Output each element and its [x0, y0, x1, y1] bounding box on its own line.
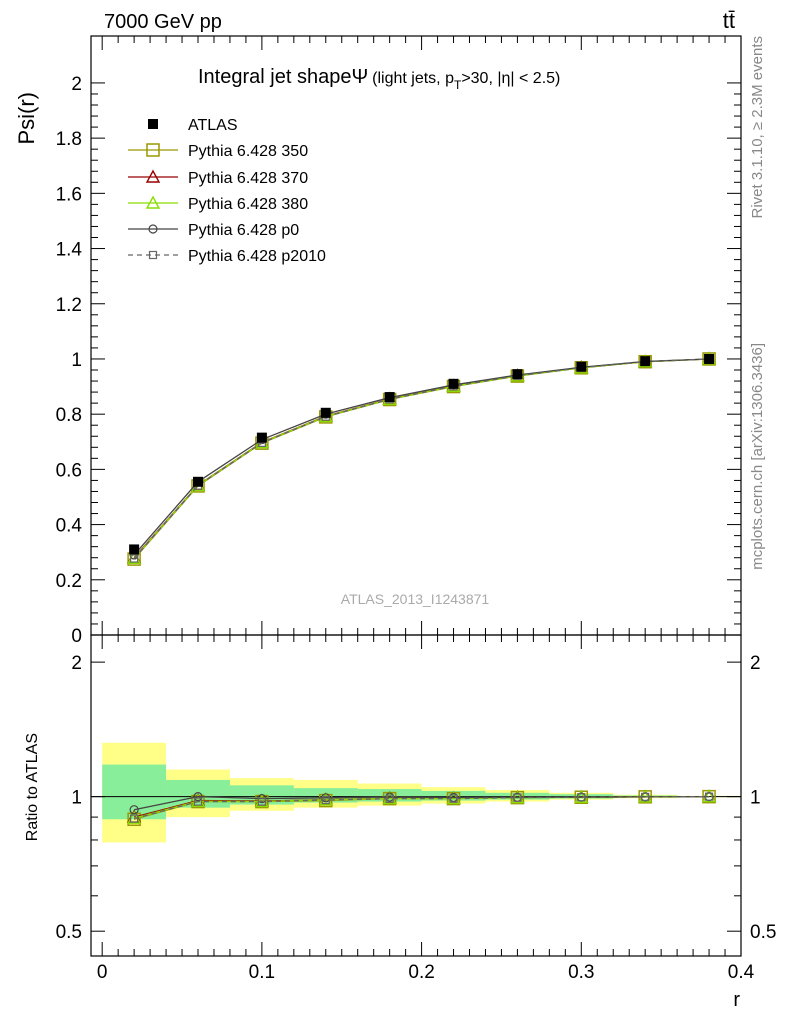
main-series-line [133, 358, 710, 559]
title-detail-sub: T [454, 78, 462, 92]
atlas-point [640, 356, 651, 367]
atlas-point [320, 407, 331, 418]
ratio-xtick-label: 0.2 [408, 962, 434, 983]
ratio-frame [90, 634, 742, 957]
mcplots-label: mcplots.cern.ch [arXiv:1306.3436] [749, 343, 766, 570]
main-ylabel: Psi(r) [14, 92, 39, 145]
atlas-point [512, 369, 523, 380]
main-ytick-label: 1.6 [56, 184, 82, 205]
ratio-point [577, 793, 586, 802]
main-ticks: 0 0.2 0.4 0.6 0.8 1 1.2 1.4 1.6 1.8 2 [56, 36, 742, 647]
ratio-ytick-label-right: 1 [750, 788, 761, 809]
ratio-ticks: 0.5 0.5 1 1 2 2 0 0.1 0.2 0.3 0.4 [56, 635, 776, 983]
ratio-xtick-label: 0.3 [568, 962, 594, 983]
main-ytick-label: 1.8 [56, 129, 82, 150]
header-left: 7000 GeV pp [104, 11, 222, 33]
band-green [421, 790, 486, 801]
atlas-point [576, 361, 587, 372]
ratio-ytick-label: 1 [71, 788, 82, 809]
ratio-xtick-label: 0.1 [249, 962, 275, 983]
main-ytick-label: 0.4 [56, 516, 83, 537]
ratio-point [193, 792, 203, 802]
legend-marker [148, 224, 158, 234]
ratio-point [513, 793, 522, 802]
atlas-point [448, 378, 459, 389]
legend: ATLAS Pythia 6.428 350 Pythia 6.428 370 Pyt… [128, 117, 326, 265]
main-series-line [133, 358, 710, 559]
ratio-ytick-label: 2 [71, 653, 82, 674]
legend-label: Pythia 6.428 370 [188, 170, 308, 187]
ratio-point [193, 797, 203, 806]
rivet-label: Rivet 3.1.10, ≥ 2.3M events [749, 36, 766, 219]
ratio-point [321, 795, 330, 805]
ratio-xlabel: r [733, 989, 740, 1011]
legend-marker [148, 250, 158, 260]
main-ytick-label: 1.2 [56, 295, 82, 316]
main-ytick-label: 1 [71, 350, 82, 371]
main-ytick-label: 2 [71, 74, 82, 95]
ratio-point [130, 814, 139, 823]
ratio-ylabel: Ratio to ATLAS [24, 733, 41, 841]
ratio-series [91, 789, 741, 827]
title-detail-a: (light jets, p [372, 70, 454, 87]
ratio-ytick-label: 0.5 [56, 922, 82, 943]
main-panel: 0 0.2 0.4 0.6 0.8 1 1.2 1.4 1.6 1.8 2 ATLAS_2013_I… [14, 35, 742, 647]
legend-label: Pythia 6.428 p2010 [188, 248, 326, 265]
main-title: Integral jet shapeΨ (light jets, pT>30, |… [198, 66, 560, 92]
legend-label: Pythia 6.428 350 [188, 143, 308, 160]
ratio-xtick-label: 0 [97, 962, 108, 983]
main-ytick-label: 0.6 [56, 460, 82, 481]
ratio-point [257, 797, 266, 806]
ratio-ytick-label-right: 2 [750, 653, 761, 674]
ratio-point [704, 792, 714, 801]
ratio-point [641, 792, 650, 801]
header-right: tt̄ [723, 8, 735, 33]
title-symbol: Ψ [351, 66, 368, 88]
main-ytick-label: 0.2 [56, 571, 82, 592]
legend-atlas-marker [148, 119, 158, 129]
main-ytick-label: 0 [71, 626, 82, 647]
ratio-point [129, 805, 139, 815]
ratio-panel: 0.5 0.5 1 1 2 2 0 0.1 0.2 0.3 0.4 Ratio to ATLAS r [24, 634, 776, 1011]
ratio-xtick-label: 0.4 [728, 962, 755, 983]
main-watermark: ATLAS_2013_I1243871 [341, 591, 490, 607]
legend-label: Pythia 6.428 380 [188, 196, 308, 213]
legend-marker [145, 169, 161, 183]
atlas-point [193, 476, 204, 487]
ratio-point [449, 794, 458, 803]
ratio-bands [102, 742, 741, 843]
main-series-line [133, 358, 710, 560]
legend-label: Pythia 6.428 p0 [188, 222, 299, 239]
main-ytick-label: 1.4 [56, 240, 83, 261]
atlas-point [256, 432, 267, 443]
legend-marker [146, 143, 160, 157]
title-detail-b: >30, |η| < 2.5) [461, 70, 560, 87]
legend-atlas-label: ATLAS [188, 117, 238, 134]
atlas-point [384, 392, 395, 403]
atlas-point [129, 544, 140, 555]
main-series [126, 351, 717, 566]
ratio-ytick-label-right: 0.5 [750, 922, 776, 943]
main-ytick-label: 0.8 [56, 405, 82, 426]
atlas-point [704, 353, 715, 364]
title-main: Integral jet shape [198, 66, 351, 88]
main-series-line [133, 358, 710, 559]
ratio-series-line [133, 796, 710, 820]
ratio-point [385, 794, 394, 803]
main-series-line [133, 358, 710, 556]
legend-marker [145, 195, 161, 209]
main-point [130, 554, 139, 563]
